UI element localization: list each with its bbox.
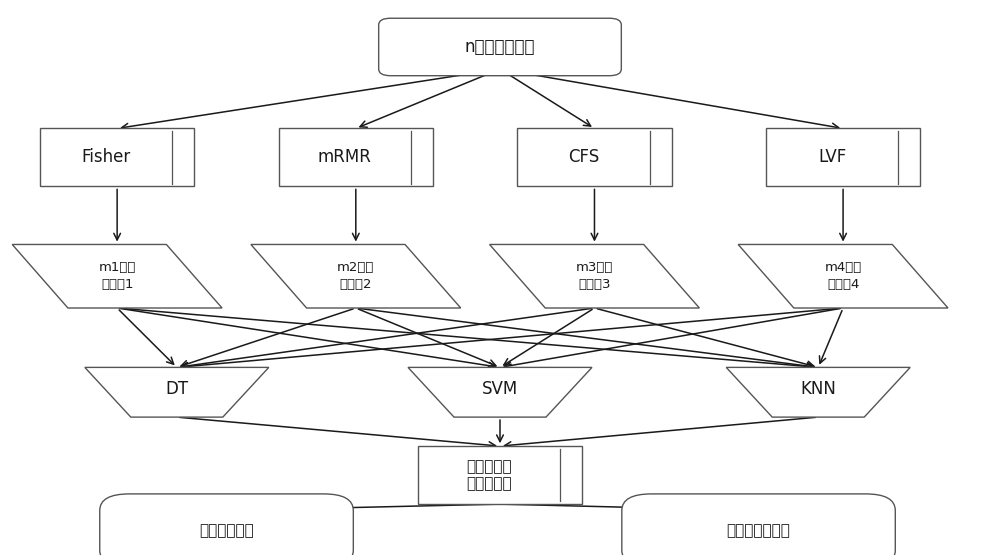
Text: 分类准确率
及处理效率: 分类准确率 及处理效率: [466, 459, 512, 491]
Polygon shape: [251, 244, 461, 308]
Text: m3维特
征数据3: m3维特 征数据3: [576, 261, 613, 291]
Bar: [766, 128, 920, 186]
Text: n维流特征数据: n维流特征数据: [465, 38, 535, 56]
FancyBboxPatch shape: [379, 18, 621, 76]
Polygon shape: [12, 244, 222, 308]
Bar: [517, 128, 672, 186]
Text: m1维特
征数据1: m1维特 征数据1: [98, 261, 136, 291]
FancyBboxPatch shape: [622, 494, 895, 558]
Polygon shape: [490, 244, 699, 308]
Text: Fisher: Fisher: [82, 148, 131, 166]
Bar: [40, 128, 194, 186]
Bar: [418, 446, 582, 504]
Polygon shape: [738, 244, 948, 308]
Text: SVM: SVM: [482, 381, 518, 398]
Polygon shape: [85, 367, 269, 417]
Polygon shape: [408, 367, 592, 417]
FancyBboxPatch shape: [100, 494, 353, 558]
Text: 最优特征子集: 最优特征子集: [199, 523, 254, 538]
Text: mRMR: mRMR: [318, 148, 372, 166]
Text: CFS: CFS: [568, 148, 599, 166]
Text: DT: DT: [165, 381, 188, 398]
Bar: [279, 128, 433, 186]
Polygon shape: [726, 367, 910, 417]
Text: m4维特
征数据4: m4维特 征数据4: [824, 261, 862, 291]
Text: LVF: LVF: [818, 148, 846, 166]
Text: 最匹配分类算法: 最匹配分类算法: [727, 523, 790, 538]
Text: KNN: KNN: [800, 381, 836, 398]
Text: m2维特
征数据2: m2维特 征数据2: [337, 261, 374, 291]
